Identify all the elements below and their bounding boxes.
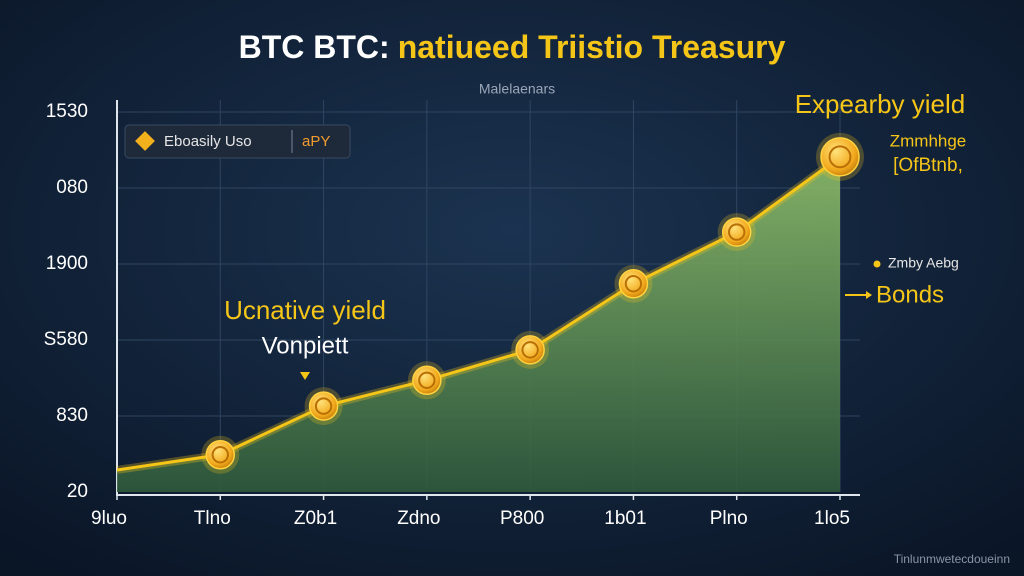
point: [618, 269, 649, 299]
coin-ring: [418, 371, 436, 389]
x-tick-label: Tlno: [194, 508, 231, 529]
area: [117, 156, 840, 492]
legend-box: [124, 124, 351, 159]
annotation-arrow: [300, 372, 310, 380]
annotation-label: Ucnative yield: [224, 295, 386, 325]
coin-ring: [521, 341, 539, 359]
footer: Tinlunmwetecdoueinn: [894, 552, 1010, 566]
coin-ring: [211, 446, 229, 464]
title-lead: BTC BTC:: [239, 29, 390, 65]
annotation-dot: [873, 260, 881, 268]
title-main: natiueed Triistio Treasury: [398, 29, 786, 65]
y-tick-label: 080: [56, 177, 88, 198]
annotation-sublabel: Vonpiett: [262, 332, 349, 359]
annotation-label: Bonds: [876, 281, 944, 308]
x-tick-label: 1lo5: [814, 508, 850, 529]
subtitle: Malelaenars: [479, 81, 555, 97]
y-tick-label: 1900: [46, 253, 88, 274]
coin-ring: [728, 223, 746, 241]
annotation-sublabel: Zmmhhge: [890, 131, 967, 150]
legend-label: Eboasily Uso: [164, 133, 252, 150]
coin-ring: [314, 397, 333, 415]
point: [412, 365, 442, 396]
coin-ring: [828, 145, 852, 169]
point: [308, 391, 339, 421]
point: [205, 440, 236, 470]
annotation-arrow: [866, 291, 872, 299]
x-tick-label: Zdno: [397, 508, 440, 529]
point: [515, 335, 545, 365]
x-tick-label: 9luo: [91, 508, 127, 529]
y-tick-label: 830: [56, 405, 88, 426]
annotation-sublabel: [OfBtnb,: [893, 155, 963, 176]
coin-ring: [624, 275, 643, 293]
legend-suffix: aPY: [302, 133, 330, 150]
plot: [116, 132, 864, 492]
y-tick-label: S580: [44, 329, 88, 350]
y-tick-label: 20: [67, 481, 88, 502]
x-tick-label: Plno: [710, 508, 748, 529]
x-tick-label: 1b01: [604, 508, 646, 529]
point: [820, 137, 860, 177]
x-tick-label: P800: [500, 508, 544, 529]
annotation-label: Expearby yield: [795, 89, 966, 119]
x-tick-label: Z0b1: [294, 508, 337, 529]
point: [721, 217, 752, 247]
line: [116, 155, 841, 472]
y-tick-label: 1530: [46, 101, 88, 122]
chart-title: BTC BTC: natiueed Triistio Treasury: [239, 29, 786, 65]
annotation-sublabel: Zmby Aebg: [888, 255, 959, 271]
legend-icon: [135, 131, 155, 151]
